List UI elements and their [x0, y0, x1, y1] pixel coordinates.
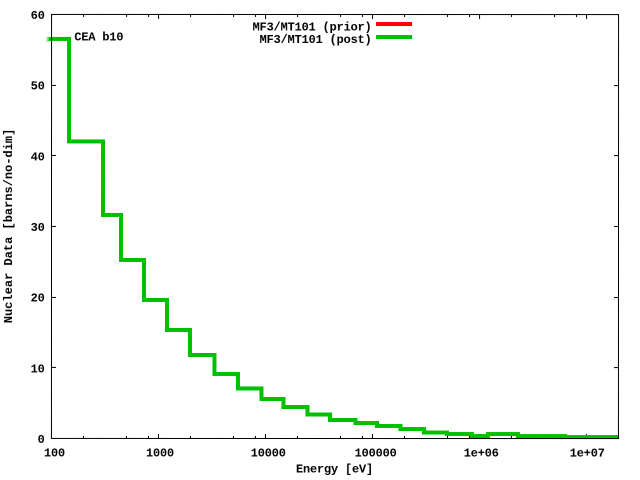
svg-text:1e+06: 1e+06 — [464, 446, 499, 460]
svg-text:100: 100 — [44, 446, 65, 460]
svg-text:100000: 100000 — [355, 446, 397, 460]
svg-text:Nuclear Data [barns/no-dim]: Nuclear Data [barns/no-dim] — [2, 129, 16, 323]
svg-text:50: 50 — [31, 80, 45, 94]
svg-text:Energy [eV]: Energy [eV] — [296, 462, 373, 476]
svg-text:1e+07: 1e+07 — [570, 446, 605, 460]
svg-text:0: 0 — [38, 433, 45, 447]
svg-text:1000: 1000 — [146, 446, 174, 460]
svg-text:MF3/MT101 (prior): MF3/MT101 (prior) — [253, 20, 372, 34]
svg-text:30: 30 — [31, 221, 45, 235]
svg-text:20: 20 — [31, 292, 45, 306]
svg-text:40: 40 — [31, 150, 45, 164]
svg-text:10000: 10000 — [251, 446, 286, 460]
svg-text:10: 10 — [31, 362, 45, 376]
svg-text:60: 60 — [31, 9, 45, 23]
svg-text:CEA b10: CEA b10 — [74, 30, 123, 44]
svg-text:MF3/MT101 (post): MF3/MT101 (post) — [260, 33, 372, 47]
